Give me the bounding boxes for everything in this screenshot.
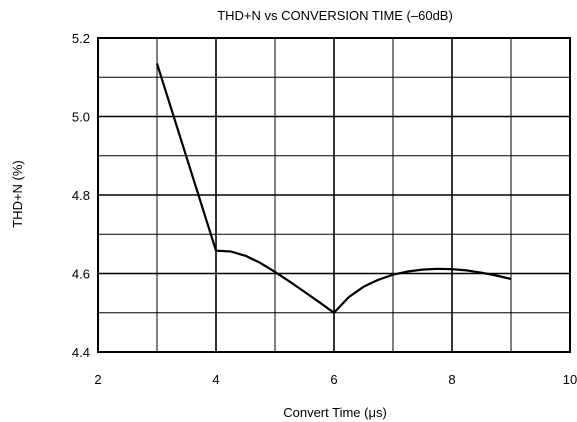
y-tick-label: 4.4 xyxy=(72,345,90,360)
y-axis-label: THD+N (%) xyxy=(10,160,25,228)
x-axis-label: Convert Time (μs) xyxy=(283,405,387,420)
series-line xyxy=(155,63,512,314)
tick-labels: 2 4 6 8 10 4.4 4.6 4.8 5.0 5.2 xyxy=(72,31,577,387)
y-tick-label: 5.2 xyxy=(72,31,90,46)
y-tick-label: 5.0 xyxy=(72,110,90,125)
x-tick-label: 6 xyxy=(330,372,337,387)
plot-frame xyxy=(97,37,571,353)
x-tick-label: 10 xyxy=(563,372,577,387)
x-tick-label: 8 xyxy=(448,372,455,387)
x-tick-label: 4 xyxy=(212,372,219,387)
series-layer xyxy=(155,63,512,314)
chart-title: THD+N vs CONVERSION TIME (–60dB) xyxy=(217,8,453,23)
y-tick-label: 4.6 xyxy=(72,267,90,282)
grid xyxy=(98,38,570,352)
y-tick-label: 4.8 xyxy=(72,188,90,203)
x-tick-label: 2 xyxy=(94,372,101,387)
